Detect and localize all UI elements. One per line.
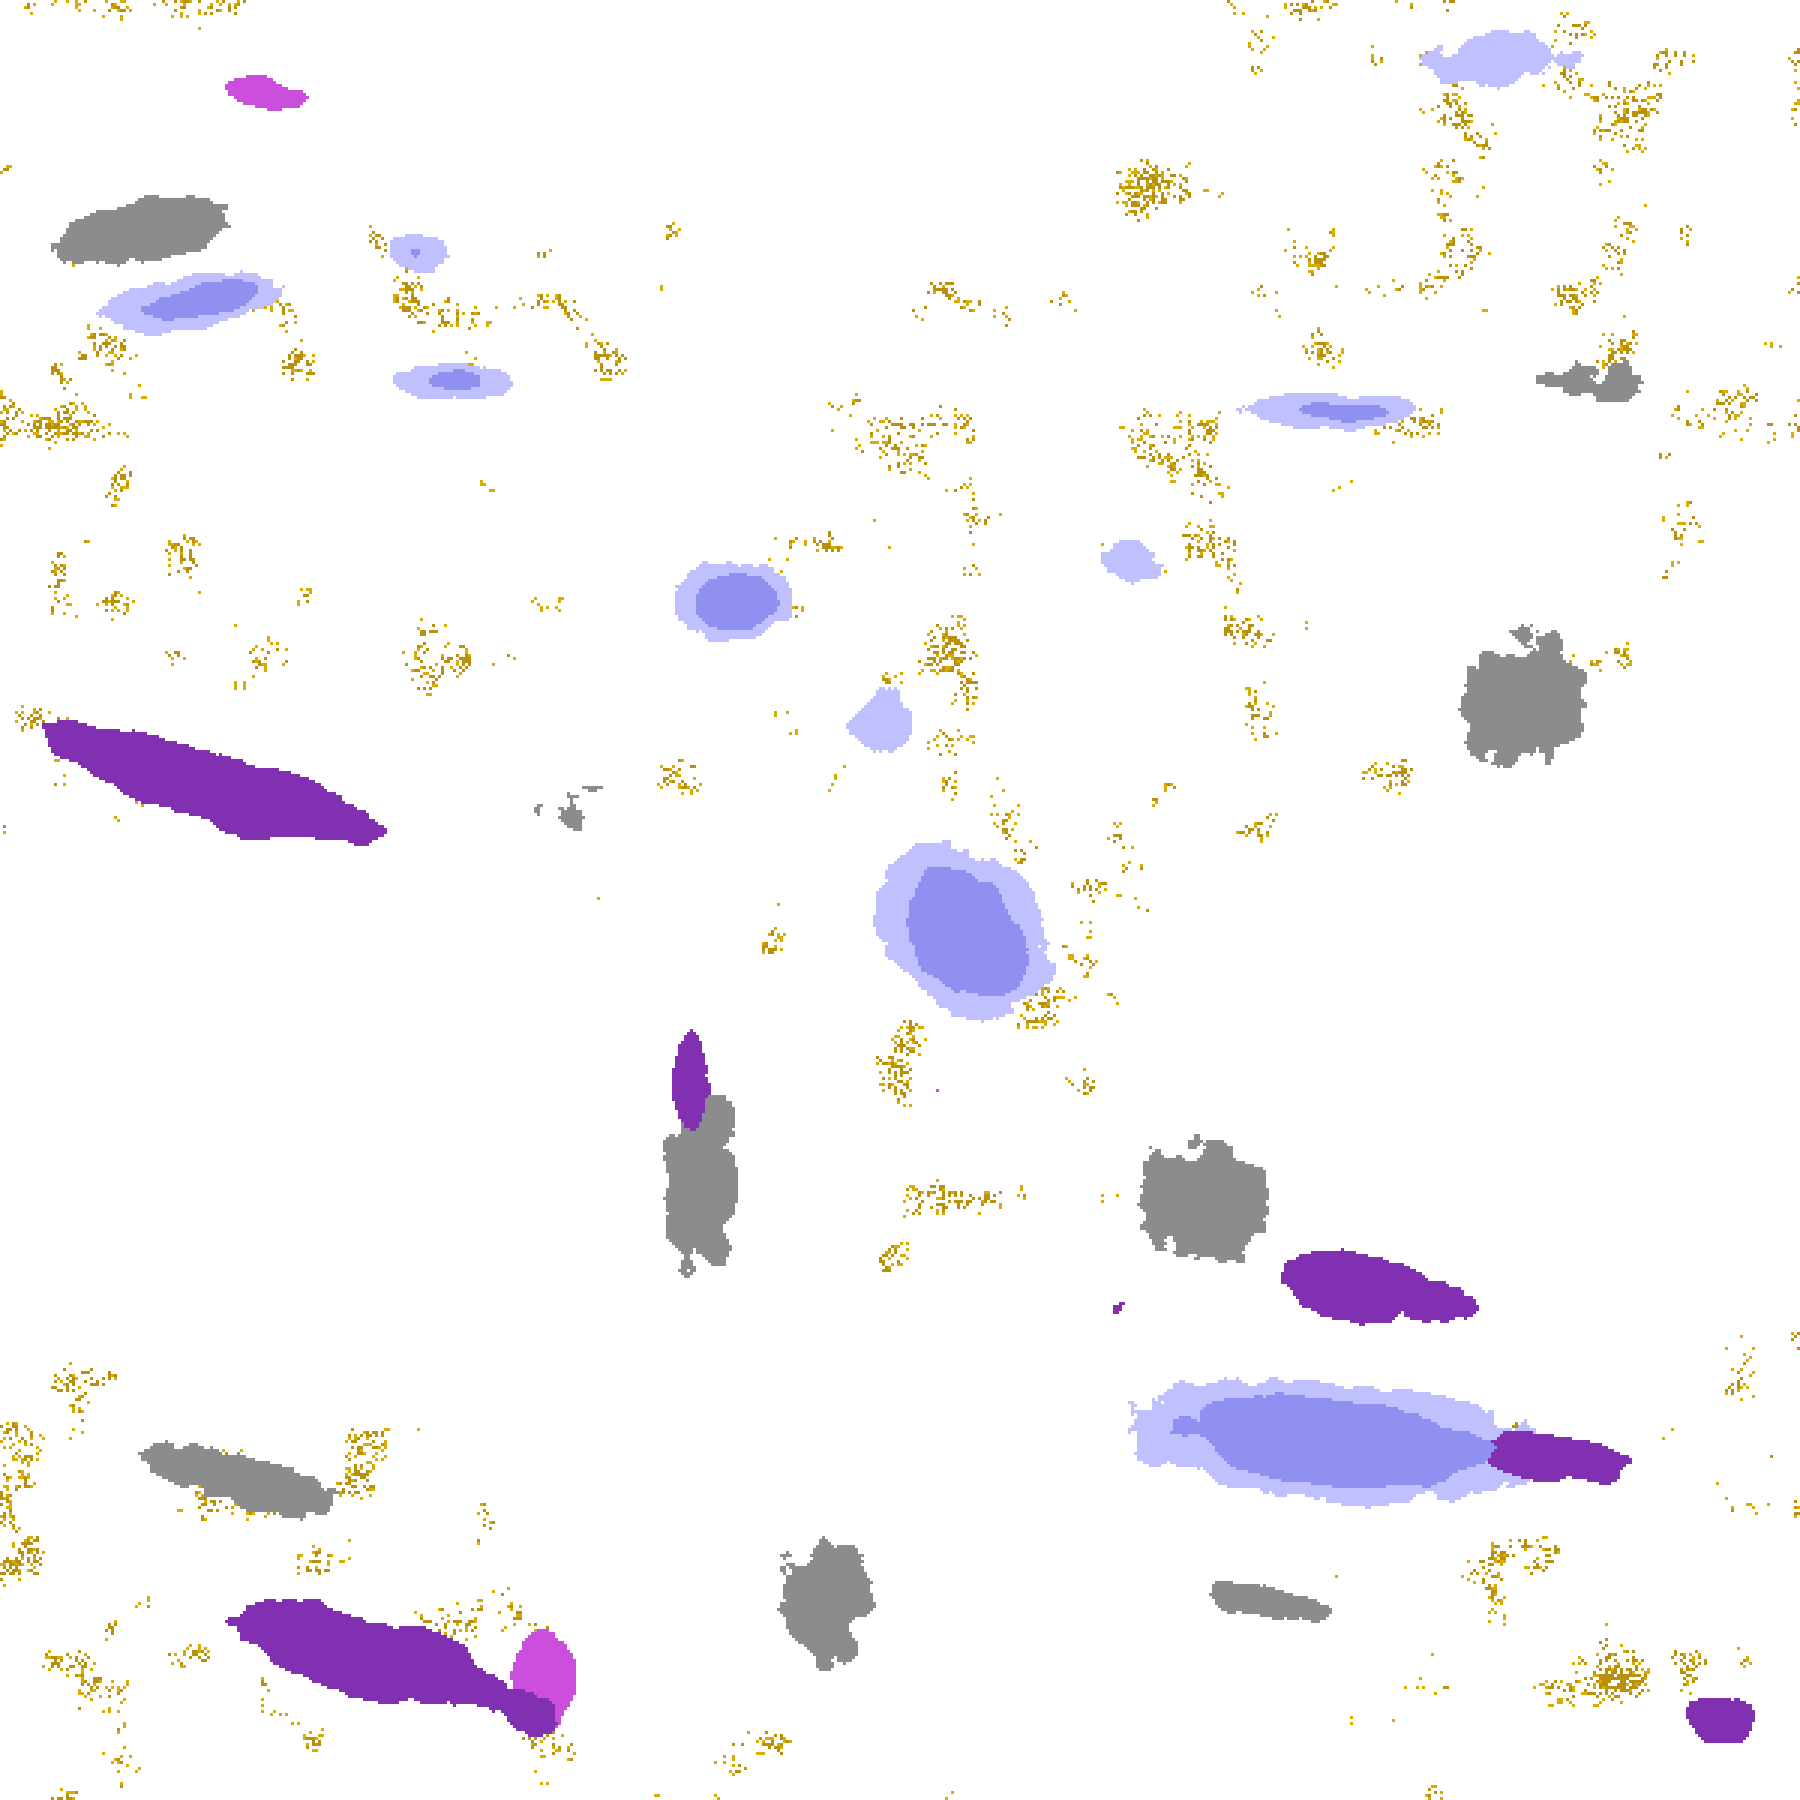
satellite-cloud-map (0, 0, 1800, 1800)
